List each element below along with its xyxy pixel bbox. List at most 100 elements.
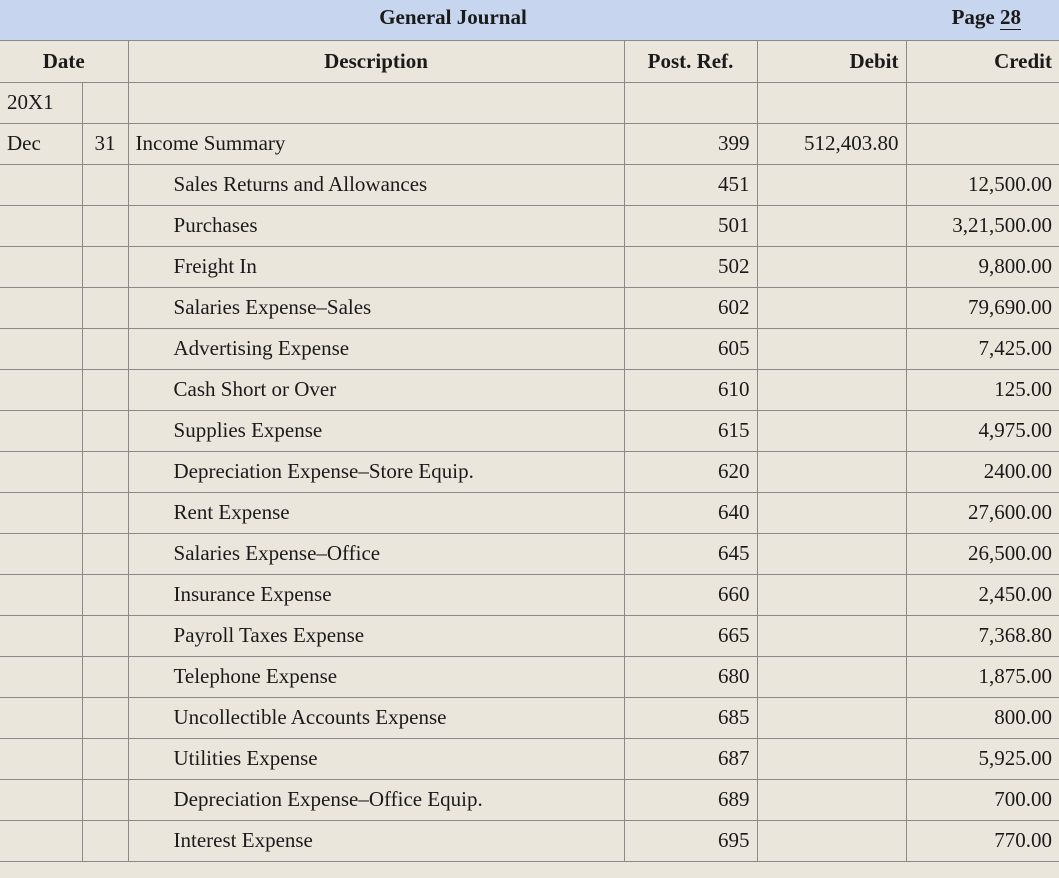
entry-day [81, 204, 129, 247]
empty-cell [81, 81, 129, 124]
entry-day [81, 450, 129, 493]
journal-entry-row: Sales Returns and Allowances 451 12,500.00 [0, 163, 1059, 206]
journal-entry-row: Depreciation Expense–Store Equip. 620 2400… [0, 450, 1059, 493]
entry-post-ref: 602 [623, 286, 758, 329]
journal-entry-row: Insurance Expense 660 2,450.00 [0, 573, 1059, 616]
entry-debit [756, 655, 907, 698]
entry-day [81, 778, 129, 821]
entry-day [81, 573, 129, 616]
entry-debit [756, 204, 907, 247]
entry-description: Supplies Expense [127, 409, 625, 452]
description-column-header: Description [127, 41, 625, 83]
entry-day [81, 491, 129, 534]
empty-cell [127, 81, 625, 124]
entry-credit: 800.00 [905, 696, 1059, 739]
entry-credit: 7,368.80 [905, 614, 1059, 657]
entry-post-ref: 610 [623, 368, 758, 411]
debit-column-header: Debit [756, 41, 907, 83]
journal-entry-row: Purchases 501 3,21,500.00 [0, 204, 1059, 247]
entry-debit [756, 491, 907, 534]
entry-month [0, 573, 83, 616]
entry-month [0, 696, 83, 739]
entry-month [0, 655, 83, 698]
entry-month [0, 450, 83, 493]
entry-debit [756, 450, 907, 493]
entry-description: Salaries Expense–Sales [127, 286, 625, 329]
journal-entry-row: Advertising Expense 605 7,425.00 [0, 327, 1059, 370]
journal-entry-row: Payroll Taxes Expense 665 7,368.80 [0, 614, 1059, 657]
entry-description: Salaries Expense–Office [127, 532, 625, 575]
empty-cell [623, 81, 758, 124]
entry-post-ref: 687 [623, 737, 758, 780]
year-cell: 20X1 [0, 81, 83, 124]
entry-month: Dec [0, 122, 83, 165]
entry-month [0, 819, 83, 862]
entry-debit [756, 532, 907, 575]
journal-entry-row: Salaries Expense–Sales 602 79,690.00 [0, 286, 1059, 329]
entry-credit: 770.00 [905, 819, 1059, 862]
entry-month [0, 327, 83, 370]
entry-day [81, 614, 129, 657]
entry-post-ref: 665 [623, 614, 758, 657]
entry-debit [756, 163, 907, 206]
entry-month [0, 409, 83, 452]
page-indicator: Page 28 [951, 5, 1021, 31]
entry-post-ref: 605 [623, 327, 758, 370]
entry-debit [756, 286, 907, 329]
page-number: 28 [1000, 5, 1021, 31]
entry-post-ref: 501 [623, 204, 758, 247]
entry-day [81, 532, 129, 575]
entry-day [81, 655, 129, 698]
entry-description: Utilities Expense [127, 737, 625, 780]
entry-debit [756, 737, 907, 780]
page-label: Page [951, 5, 995, 29]
entry-credit: 2,450.00 [905, 573, 1059, 616]
journal-body: 20X1 Dec 31 Income Summary 399 512,403.80 Sal… [0, 81, 1059, 862]
entry-description: Purchases [127, 204, 625, 247]
entry-debit [756, 819, 907, 862]
entry-month [0, 204, 83, 247]
entry-description: Advertising Expense [127, 327, 625, 370]
entry-day [81, 163, 129, 206]
entry-debit: 512,403.80 [756, 122, 907, 165]
entry-description: Interest Expense [127, 819, 625, 862]
entry-day [81, 737, 129, 780]
entry-post-ref: 689 [623, 778, 758, 821]
entry-day: 31 [81, 122, 129, 165]
entry-day [81, 245, 129, 288]
entry-debit [756, 614, 907, 657]
entry-day [81, 696, 129, 739]
entry-post-ref: 615 [623, 409, 758, 452]
post-ref-column-header: Post. Ref. [623, 41, 758, 83]
entry-credit: 2400.00 [905, 450, 1059, 493]
journal-entry-row: Supplies Expense 615 4,975.00 [0, 409, 1059, 452]
journal-entry-row: Utilities Expense 687 5,925.00 [0, 737, 1059, 780]
entry-description: Telephone Expense [127, 655, 625, 698]
entry-day [81, 409, 129, 452]
entry-credit: 79,690.00 [905, 286, 1059, 329]
entry-debit [756, 327, 907, 370]
journal-entry-row: Rent Expense 640 27,600.00 [0, 491, 1059, 534]
entry-post-ref: 685 [623, 696, 758, 739]
entry-month [0, 245, 83, 288]
entry-credit: 5,925.00 [905, 737, 1059, 780]
entry-credit: 4,975.00 [905, 409, 1059, 452]
date-column-header: Date [0, 41, 129, 83]
entry-credit: 9,800.00 [905, 245, 1059, 288]
journal-entry-row: Salaries Expense–Office 645 26,500.00 [0, 532, 1059, 575]
entry-post-ref: 645 [623, 532, 758, 575]
journal-entry-row: Freight In 502 9,800.00 [0, 245, 1059, 288]
entry-month [0, 614, 83, 657]
entry-post-ref: 640 [623, 491, 758, 534]
entry-month [0, 491, 83, 534]
journal-entry-row: Interest Expense 695 770.00 [0, 819, 1059, 862]
entry-day [81, 368, 129, 411]
entry-credit: 26,500.00 [905, 532, 1059, 575]
entry-description: Freight In [127, 245, 625, 288]
entry-post-ref: 660 [623, 573, 758, 616]
entry-credit: 12,500.00 [905, 163, 1059, 206]
entry-description: Uncollectible Accounts Expense [127, 696, 625, 739]
entry-description: Income Summary [127, 122, 625, 165]
entry-debit [756, 778, 907, 821]
entry-description: Rent Expense [127, 491, 625, 534]
